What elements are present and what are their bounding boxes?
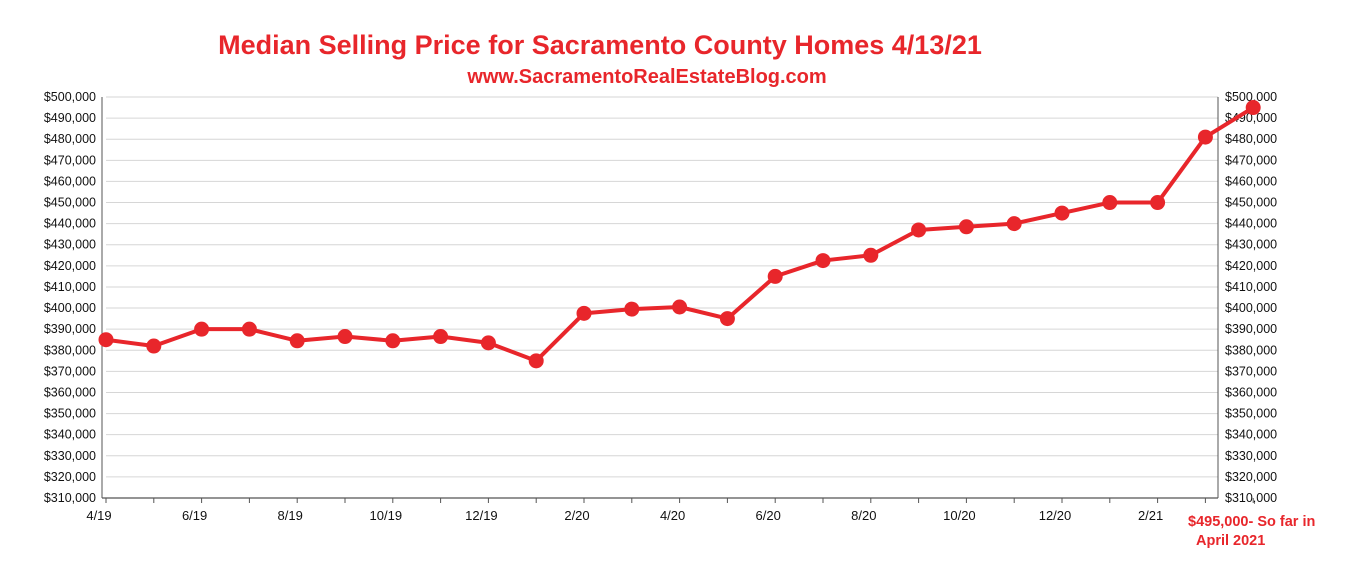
y-tick-label-right: $380,000	[1225, 343, 1277, 357]
data-point	[958, 219, 974, 235]
x-tick-label: 10/20	[943, 508, 976, 523]
y-tick-label-left: $410,000	[44, 280, 96, 294]
x-tick-label: 4/19	[86, 508, 111, 523]
data-point	[863, 247, 879, 263]
y-tick-label-left: $310,000	[44, 491, 96, 505]
data-point	[289, 333, 305, 349]
y-tick-label-right: $440,000	[1225, 217, 1277, 231]
y-tick-label-left: $430,000	[44, 238, 96, 252]
x-tick-label: 2/21	[1138, 508, 1163, 523]
price-series	[98, 100, 1261, 369]
data-point	[337, 329, 353, 345]
y-tick-label-right: $400,000	[1225, 301, 1277, 315]
data-point	[576, 305, 592, 321]
data-point	[528, 353, 544, 369]
x-tick-label: 8/19	[278, 508, 303, 523]
x-tick-label: 10/19	[370, 508, 403, 523]
data-point	[911, 222, 927, 238]
data-point	[241, 321, 257, 337]
y-tick-label-left: $320,000	[44, 470, 96, 484]
data-point	[1102, 195, 1118, 211]
y-tick-label-left: $390,000	[44, 322, 96, 336]
data-point	[480, 335, 496, 351]
data-point	[672, 299, 688, 315]
data-point	[1245, 100, 1261, 116]
data-point	[767, 268, 783, 284]
y-tick-label-left: $490,000	[44, 111, 96, 125]
x-tick-label: 6/20	[756, 508, 781, 523]
y-tick-label-right: $460,000	[1225, 174, 1277, 188]
april-annotation-line1: $495,000- So far in	[1188, 514, 1315, 530]
y-tick-label-right: $410,000	[1225, 280, 1277, 294]
y-tick-label-left: $330,000	[44, 449, 96, 463]
series-line	[105, 105, 1255, 363]
y-tick-label-right: $340,000	[1225, 428, 1277, 442]
y-tick-label-right: $360,000	[1225, 385, 1277, 399]
y-tick-label-left: $370,000	[44, 364, 96, 378]
y-tick-label-left: $440,000	[44, 217, 96, 231]
y-tick-label-left: $500,000	[44, 90, 96, 104]
y-tick-label-right: $430,000	[1225, 238, 1277, 252]
data-point	[719, 311, 735, 327]
chart-subtitle: www.SacramentoRealEstateBlog.com	[466, 66, 826, 88]
data-point	[433, 329, 449, 345]
y-tick-label-right: $470,000	[1225, 153, 1277, 167]
y-tick-label-left: $460,000	[44, 174, 96, 188]
data-point	[1054, 205, 1070, 221]
y-tick-label-right: $350,000	[1225, 407, 1277, 421]
data-point	[1006, 216, 1022, 232]
y-tick-label-left: $360,000	[44, 385, 96, 399]
x-tick-label: 8/20	[851, 508, 876, 523]
y-tick-label-right: $310,000	[1225, 491, 1277, 505]
x-axis: 4/19 6/19 8/19 10/19 12/19 2/20 4/20 6/20 8/20 10…	[86, 497, 1254, 523]
x-tick-label: 6/19	[182, 508, 207, 523]
right-y-axis: $310,000 $320,000 $330,000 $340,000 $350,000…	[1217, 90, 1277, 505]
april-annotation-line2: April 2021	[1196, 533, 1265, 549]
y-tick-label-right: $500,000	[1225, 90, 1277, 104]
data-point	[624, 301, 640, 317]
y-tick-label-left: $400,000	[44, 301, 96, 315]
x-tick-label: 12/19	[465, 508, 498, 523]
y-tick-label-left: $350,000	[44, 407, 96, 421]
y-tick-label-left: $340,000	[44, 428, 96, 442]
y-tick-label-right: $450,000	[1225, 196, 1277, 210]
x-tick-label: 12/20	[1039, 508, 1072, 523]
y-tick-label-left: $380,000	[44, 343, 96, 357]
x-tick-label: 2/20	[564, 508, 589, 523]
data-point	[194, 321, 210, 337]
data-point	[815, 253, 831, 269]
data-point	[1150, 195, 1166, 211]
left-y-axis: $310,000 $320,000 $330,000 $340,000 $350,000…	[44, 90, 103, 505]
gridlines	[106, 96, 1218, 478]
chart-title: Median Selling Price for Sacramento Coun…	[218, 30, 982, 60]
data-point	[1197, 129, 1213, 145]
y-tick-label-right: $370,000	[1225, 364, 1277, 378]
y-tick-label-right: $330,000	[1225, 449, 1277, 463]
y-tick-label-left: $480,000	[44, 132, 96, 146]
y-tick-label-left: $470,000	[44, 153, 96, 167]
y-tick-label-left: $450,000	[44, 196, 96, 210]
y-tick-label-right: $420,000	[1225, 259, 1277, 273]
y-tick-label-right: $480,000	[1225, 132, 1277, 146]
data-point	[385, 333, 401, 349]
y-tick-label-right: $320,000	[1225, 470, 1277, 484]
y-tick-label-left: $420,000	[44, 259, 96, 273]
data-point	[146, 338, 162, 354]
x-tick-label: 4/20	[660, 508, 685, 523]
y-tick-label-right: $390,000	[1225, 322, 1277, 336]
data-point	[98, 332, 114, 348]
